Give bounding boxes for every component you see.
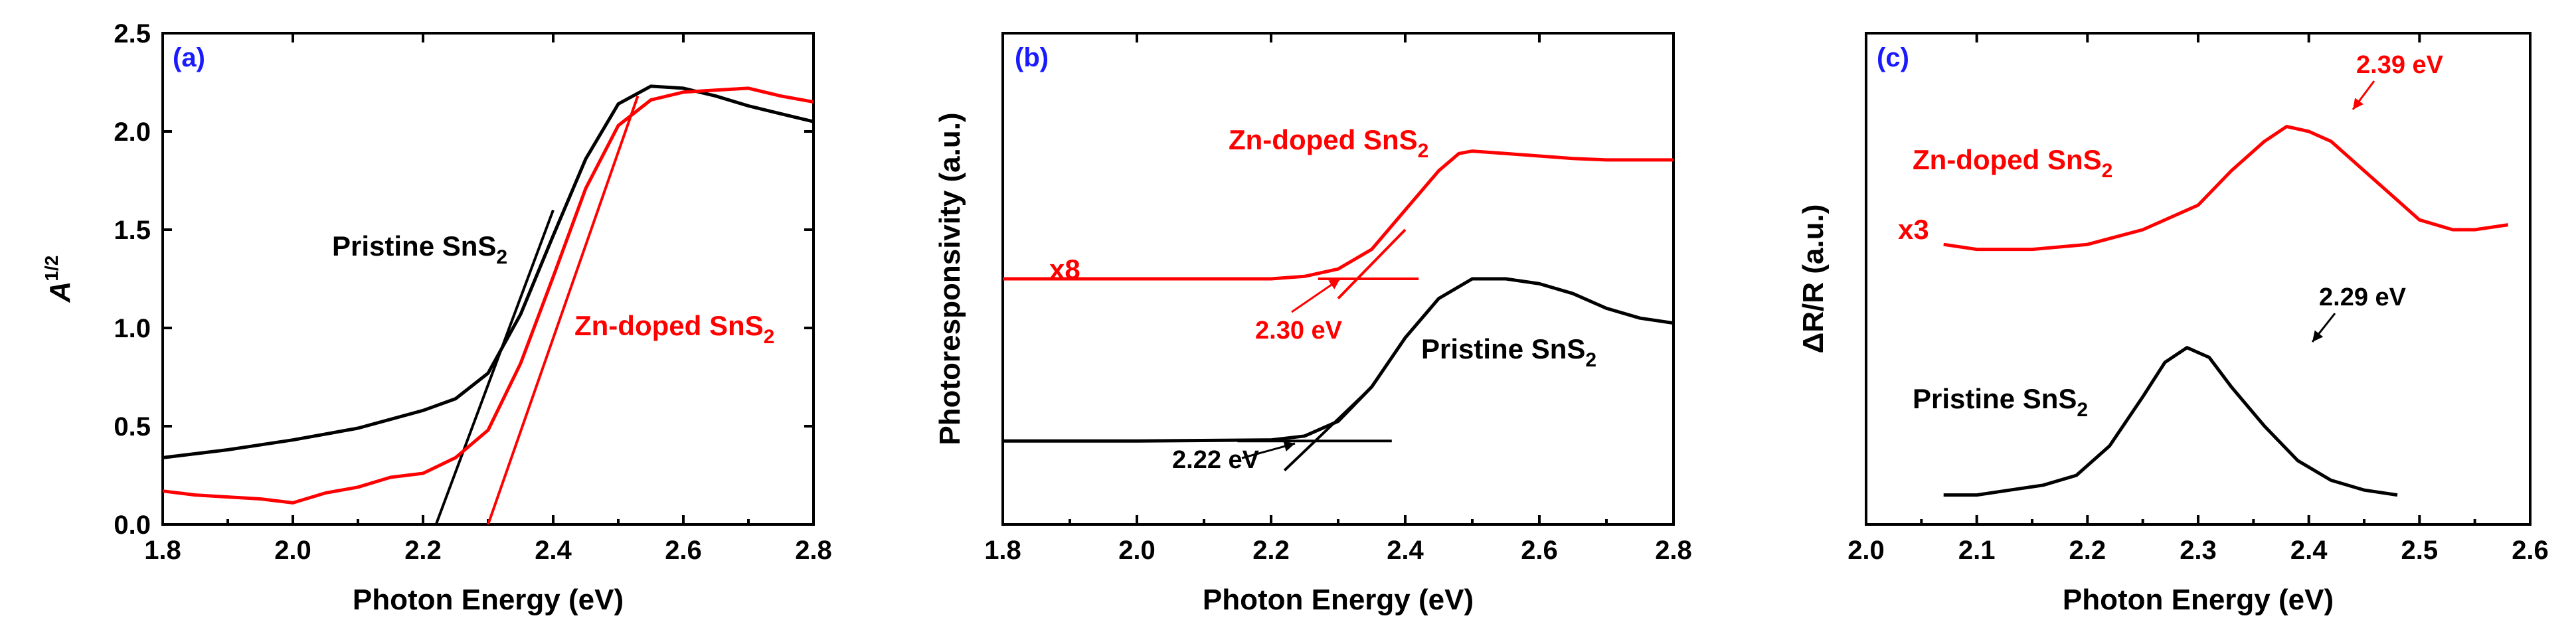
x-tick-label: 2.6 [665,536,702,565]
y-axis-title: A1/2 [41,256,76,303]
x-tick-label: 2.4 [535,536,572,565]
y-tick-label: 0.0 [114,511,151,540]
fit-line [487,96,640,524]
x-tick-label: 1.8 [984,536,1021,565]
panel-label: (a) [173,43,205,72]
series-label: Zn-doped SnS2 [1229,124,1428,162]
series-label: Zn-doped SnS2 [1913,144,2112,182]
y-tick-label: 0.5 [114,412,151,441]
plot-frame [161,32,815,526]
y-tick-label: 1.0 [114,314,151,343]
x-tick-label: 2.4 [1387,536,1424,565]
panel-label: (b) [1015,43,1049,72]
y-axis-title: Photoresponsivity (a.u.) [934,112,966,445]
x-tick-label: 1.8 [144,536,181,565]
x-tick-label: 2.0 [1118,536,1156,565]
fit-line [1337,228,1407,299]
plot-frame [1865,32,2532,526]
x-tick-label: 2.2 [2069,536,2106,565]
x-tick-label: 2.6 [2512,536,2549,565]
y-axis-title: ΔR/R (a.u.) [1797,204,1830,354]
chart-panel-3: 2.0 2.1 2.2 2.3 2.4 2.5 2.6 Photon Energy (eV) Δ… [1797,32,2549,616]
x-axis-title: Photon Energy (eV) [2063,584,2334,616]
series-label: Pristine SnS2 [332,230,507,268]
arrow-head [2353,98,2363,110]
chart-panel-2: 1.8 2.0 2.2 2.4 2.6 2.8 Photon Energy (eV) Phot… [934,32,1692,616]
x-tick-label: 2.0 [274,536,311,565]
y-axis-title-sup: 1/2 [41,256,62,281]
series-line [163,84,814,459]
energy-annotation: 2.29 eV [2319,283,2407,311]
y-tick-label: 2.0 [114,118,151,147]
series-line [1003,149,1674,281]
multiplier-label: x8 [1049,254,1080,285]
series-line [1943,125,2509,252]
arrow-head [1283,441,1295,451]
x-tick-label: 2.2 [404,536,442,565]
panel-label: (c) [1877,43,1909,72]
x-tick-label: 2.3 [2180,536,2217,565]
x-tick-label: 2.0 [1847,536,1885,565]
x-tick-label: 2.8 [1655,536,1692,565]
x-tick-label: 2.6 [1521,536,1558,565]
energy-annotation: 2.39 eV [2356,51,2444,79]
x-tick-label: 2.1 [1958,536,1996,565]
series-label: Zn-doped SnS2 [574,310,774,348]
chart-panel-1: 1.8 2.0 2.2 2.4 2.6 2.8 0.0 0.5 1.0 1.5 2.0 2.5 Phot… [41,19,832,616]
x-axis-title: Photon Energy (eV) [353,584,624,616]
x-tick-label: 2.8 [795,536,832,565]
x-tick-label: 2.4 [2290,536,2328,565]
energy-annotation: 2.22 eV [1172,446,1260,474]
energy-annotation: 2.30 eV [1255,317,1343,345]
series-line [1943,346,2398,497]
series-label: Pristine SnS2 [1913,383,2088,421]
series-line [163,86,814,505]
x-tick-label: 2.5 [2401,536,2439,565]
arrow-head [1328,279,1340,289]
arrow-head [2312,330,2324,342]
series-label: Pristine SnS2 [1421,333,1596,371]
x-axis-title: Photon Energy (eV) [1203,584,1474,616]
fit-line [434,209,555,524]
multiplier-label: x3 [1898,214,1929,245]
x-tick-label: 2.2 [1252,536,1290,565]
y-axis-title-main: A [44,281,76,303]
y-tick-label: 1.5 [114,216,151,245]
series-line [1003,277,1674,443]
y-tick-label: 2.5 [114,19,151,48]
